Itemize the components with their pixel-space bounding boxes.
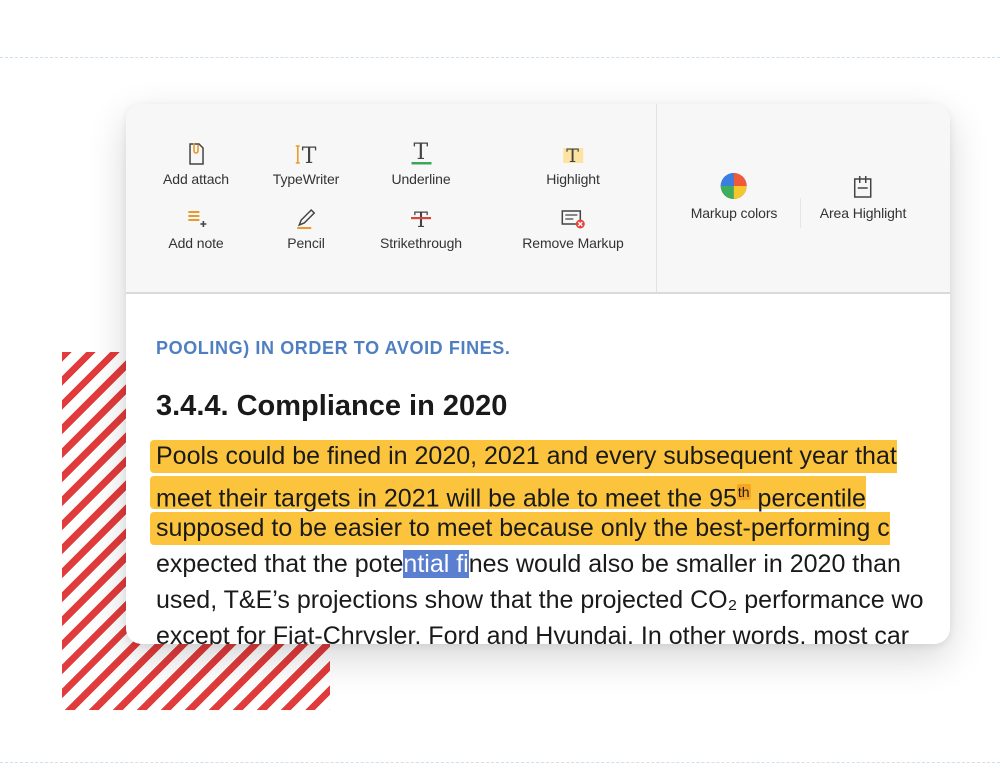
- highlighted-line-3[interactable]: supposed to be easier to meet because on…: [150, 512, 890, 545]
- highlighted-line-1[interactable]: Pools could be fined in 2020, 2021 and e…: [150, 440, 897, 473]
- document-page: POOLING) IN ORDER TO AVOID FINES. 3.4.4.…: [126, 294, 950, 644]
- add-note-button[interactable]: Add note: [168, 204, 224, 251]
- markup-colors-label: Markup colors: [690, 205, 778, 221]
- text-line-5[interactable]: used, T&E’s projections show that the pr…: [156, 584, 924, 617]
- markup-colors-button[interactable]: Markup colors: [690, 173, 778, 221]
- remove-markup-label: Remove Markup: [522, 235, 624, 251]
- area-highlight-button[interactable]: Area Highlight: [819, 174, 907, 221]
- line-4-text-a: expected that the pote: [156, 550, 404, 578]
- underline-icon: T: [409, 140, 433, 166]
- markup-toolbar: Add attach T TypeWriter T Underline: [126, 104, 950, 294]
- typewriter-icon: T: [293, 140, 319, 166]
- toolbar-separator: [800, 198, 801, 228]
- line-5-text: used, T&E’s projections show that the pr…: [156, 586, 924, 614]
- section-heading: 3.4.4. Compliance in 2020: [156, 390, 508, 422]
- top-dashed-border: [0, 57, 1000, 58]
- underline-button[interactable]: T Underline: [391, 140, 450, 187]
- line-3-text: supposed to be easier to meet because on…: [156, 514, 890, 542]
- underline-label: Underline: [391, 171, 451, 187]
- selected-text[interactable]: ntial fi: [403, 550, 469, 578]
- line-1-text: Pools could be fined in 2020, 2021 and e…: [156, 442, 897, 470]
- pencil-icon: [294, 204, 318, 230]
- text-line-6[interactable]: except for Fiat-Chrysler, Ford and Hyund…: [156, 620, 909, 644]
- bottom-dashed-border: [0, 762, 1000, 763]
- add-attach-button[interactable]: Add attach: [163, 140, 229, 187]
- text-line-4[interactable]: expected that the potential fines would …: [156, 548, 901, 581]
- area-highlight-label: Area Highlight: [819, 205, 907, 221]
- highlight-button[interactable]: T Highlight: [546, 140, 600, 187]
- toolbar-divider: [656, 104, 657, 292]
- area-highlight-icon: [851, 174, 875, 200]
- remove-markup-icon: [560, 204, 586, 230]
- svg-text:T: T: [413, 140, 428, 165]
- pencil-label: Pencil: [287, 235, 325, 251]
- section-kicker: POOLING) IN ORDER TO AVOID FINES.: [156, 338, 511, 358]
- add-note-label: Add note: [168, 235, 224, 251]
- attachment-icon: [186, 140, 206, 166]
- add-attach-label: Add attach: [163, 171, 229, 187]
- superscript-th: th: [736, 484, 751, 500]
- line-2-text-b: percentile: [750, 484, 866, 513]
- line-4-text-b: nes would also be smaller in 2020 than: [468, 550, 901, 578]
- typewriter-label: TypeWriter: [272, 171, 340, 187]
- strikethrough-label: Strikethrough: [380, 235, 462, 251]
- strikethrough-icon: T: [409, 204, 433, 230]
- strikethrough-button[interactable]: T Strikethrough: [380, 204, 462, 251]
- svg-text:T: T: [566, 145, 579, 166]
- line-2-text-a: meet their targets in 2021 will be able …: [156, 484, 737, 513]
- remove-markup-button[interactable]: Remove Markup: [522, 204, 624, 251]
- editor-window: Add attach T TypeWriter T Underline: [126, 104, 950, 644]
- note-icon: [185, 204, 207, 230]
- color-wheel-icon: [720, 173, 748, 200]
- svg-text:T: T: [302, 144, 317, 166]
- highlighted-line-2[interactable]: meet their targets in 2021 will be able …: [150, 476, 866, 513]
- pencil-button[interactable]: Pencil: [287, 204, 325, 251]
- highlight-icon: T: [561, 140, 585, 166]
- line-6-text: except for Fiat-Chrysler, Ford and Hyund…: [156, 622, 910, 644]
- highlight-label: Highlight: [546, 171, 600, 187]
- typewriter-button[interactable]: T TypeWriter: [272, 140, 340, 187]
